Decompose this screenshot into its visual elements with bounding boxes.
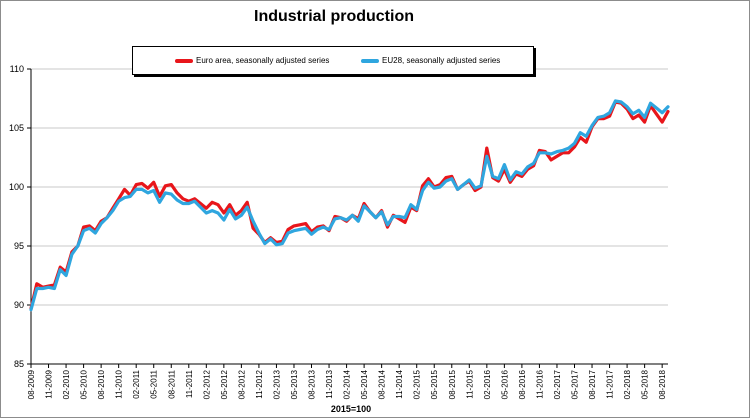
y-tick-label: 105	[9, 123, 24, 133]
x-tick-label: 05-2010	[80, 369, 89, 399]
x-tick-label: 02-2010	[62, 369, 71, 399]
x-tick-label: 08-2018	[658, 369, 667, 399]
x-tick-label: 11-2009	[45, 369, 54, 398]
x-tick-label: 08-2016	[518, 369, 527, 399]
x-tick-label: 05-2013	[290, 369, 299, 399]
y-tick-label: 110	[10, 64, 24, 74]
x-tick-label: 08-2010	[97, 369, 106, 399]
legend-label-euro-area: Euro area, seasonally adjusted series	[196, 56, 330, 65]
legend: Euro area, seasonally adjusted series EU…	[132, 46, 534, 75]
x-tick-label: 08-2012	[237, 369, 246, 399]
x-tick-label: 08-2014	[378, 369, 387, 399]
x-tick-label: 08-2017	[588, 369, 597, 399]
legend-swatch-eu28	[361, 58, 379, 63]
legend-label-eu28: EU28, seasonally adjusted series	[382, 56, 501, 65]
x-tick-label: 05-2012	[220, 369, 229, 399]
x-tick-label: 08-2015	[448, 369, 457, 399]
x-tick-label: 02-2011	[132, 369, 141, 398]
x-tick-label: 02-2013	[272, 369, 281, 399]
x-tick-label: 11-2011	[185, 369, 194, 398]
y-tick-label: 95	[14, 241, 24, 251]
x-tick-label: 11-2014	[395, 369, 404, 398]
series-line-eu28	[29, 99, 670, 312]
y-tick-label: 100	[9, 182, 24, 192]
x-tick-label: 05-2015	[430, 369, 439, 399]
x-tick-label: 02-2018	[623, 369, 632, 399]
x-tick-label: 05-2018	[641, 369, 650, 399]
x-tick-label: 05-2017	[570, 369, 579, 399]
x-tick-label: 02-2015	[413, 369, 422, 399]
y-tick-label: 90	[14, 300, 24, 310]
x-tick-label: 05-2014	[360, 369, 369, 399]
x-tick-label: 05-2016	[500, 369, 509, 399]
legend-swatch-euro-area	[175, 58, 193, 63]
x-tick-label: 02-2014	[343, 369, 352, 399]
legend-item-euro-area: Euro area, seasonally adjusted series	[175, 55, 329, 67]
legend-item-eu28: EU28, seasonally adjusted series	[361, 55, 500, 67]
x-tick-label: 11-2010	[115, 369, 124, 398]
x-tick-label: 08-2009	[27, 369, 36, 399]
series-line-euro-area	[29, 100, 670, 311]
x-tick-label: 11-2017	[606, 369, 615, 398]
x-tick-label: 11-2013	[325, 369, 334, 398]
x-tick-label: 02-2016	[483, 369, 492, 399]
x-tick-label: 02-2012	[202, 369, 211, 399]
x-axis-label: 2015=100	[330, 404, 372, 414]
x-tick-label: 08-2011	[167, 369, 176, 398]
x-tick-label: 11-2015	[465, 369, 474, 398]
x-tick-label: 05-2011	[150, 369, 159, 398]
y-tick-label: 85	[14, 359, 24, 369]
x-tick-label: 11-2016	[535, 369, 544, 398]
x-tick-label: 02-2017	[553, 369, 562, 399]
x-tick-label: 08-2013	[308, 369, 317, 399]
x-tick-label: 11-2012	[255, 369, 264, 398]
chart-title: Industrial production	[254, 8, 414, 25]
